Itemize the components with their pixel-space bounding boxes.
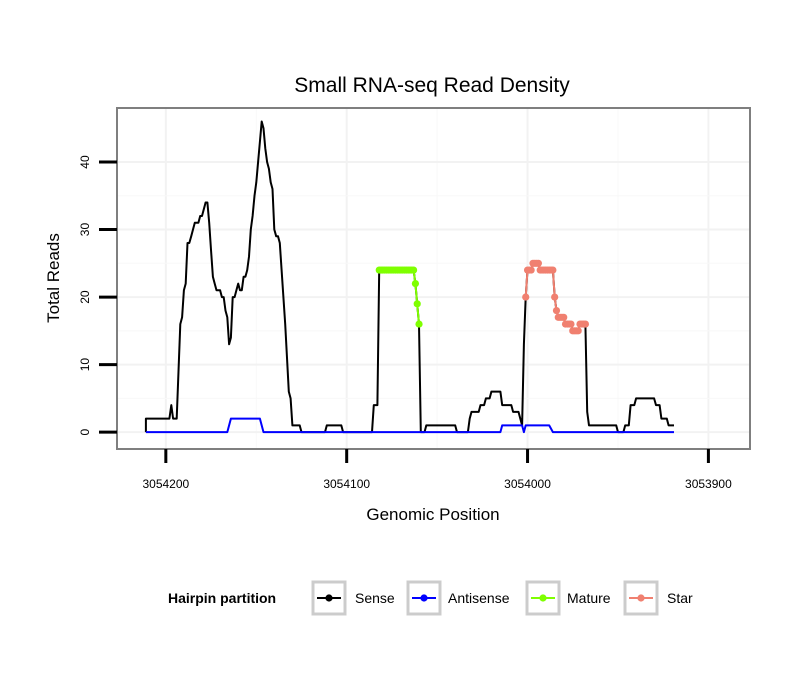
y-tick-label: 0	[78, 428, 92, 435]
star-point	[552, 306, 561, 315]
antisense-series	[145, 417, 674, 434]
star-point	[581, 320, 590, 328]
legend-point-antisense	[420, 594, 428, 602]
legend: Hairpin partition Sense Antisense Mature St…	[168, 580, 693, 616]
legend-title: Hairpin partition	[168, 590, 276, 606]
y-tick-label: 40	[78, 155, 92, 169]
x-tick-label: 3054000	[504, 477, 551, 491]
mature-point	[410, 266, 418, 274]
star-point	[534, 259, 542, 267]
chart-title: Small RNA-seq Read Density	[294, 74, 570, 97]
x-tick-label: 3053900	[685, 477, 732, 491]
star-point	[527, 266, 535, 274]
star-point	[560, 313, 568, 321]
legend-label-antisense: Antisense	[448, 590, 510, 606]
mature-series	[375, 266, 423, 328]
legend-point-mature	[539, 594, 547, 602]
star-point	[522, 293, 530, 301]
y-tick-label: 30	[78, 223, 92, 237]
star-point	[567, 320, 575, 328]
legend-label-mature: Mature	[567, 590, 611, 606]
antisense-line	[145, 417, 674, 434]
star-point	[574, 327, 582, 335]
x-tick-label: 3054200	[142, 477, 189, 491]
star-point	[549, 266, 557, 274]
y-axis: 0 10 20 30 40	[78, 155, 117, 435]
x-axis: 3054200 3054100 3054000 3053900	[142, 449, 732, 491]
mature-point	[411, 279, 420, 288]
star-point	[551, 293, 559, 301]
series-layer	[144, 120, 674, 434]
x-axis-title: Genomic Position	[366, 505, 499, 524]
plot-panel	[117, 108, 750, 449]
y-tick-label: 20	[78, 290, 92, 304]
legend-point-sense	[325, 594, 333, 602]
star-series	[522, 259, 590, 335]
plot-border	[116, 107, 751, 450]
mature-point	[413, 300, 421, 308]
legend-label-sense: Sense	[355, 590, 395, 606]
y-tick-label: 10	[78, 358, 92, 372]
x-tick-label: 3054100	[323, 477, 370, 491]
legend-label-star: Star	[667, 590, 693, 606]
legend-point-star	[637, 594, 645, 602]
mature-point	[415, 320, 423, 328]
y-axis-title: Total Reads	[44, 233, 63, 323]
